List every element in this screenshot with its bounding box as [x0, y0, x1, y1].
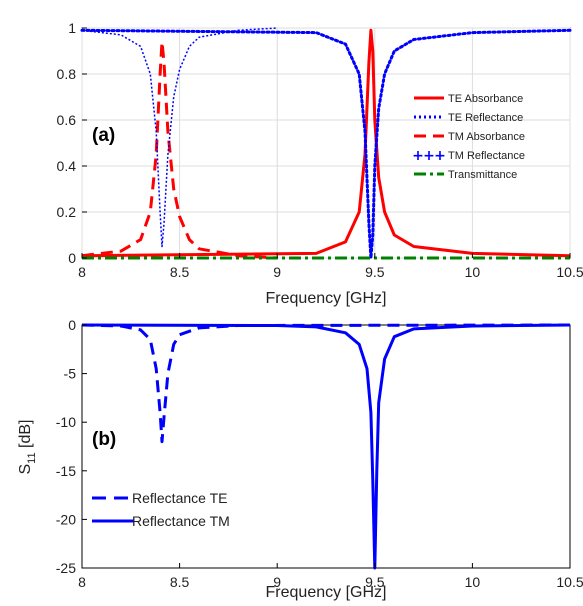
panel-b-series-line — [81, 323, 571, 444]
panel-a-xtick-label: 8.5 — [170, 264, 190, 280]
panel-b-xtick-label: 10.5 — [556, 574, 583, 590]
panel-b-xtick-label: 9.5 — [365, 574, 385, 590]
panel-b-ylabel-unit: [dB] — [17, 420, 34, 453]
panel-a-ytick-label: 1 — [68, 20, 76, 36]
panel-a-legend: TE Absorbance TE Reflectance TM Absorbance… — [412, 93, 525, 181]
panel-a-legend-swatch-marker: + — [423, 148, 435, 164]
panel-a-xtick-label: 9.5 — [365, 264, 385, 280]
panel-a-ytick-label: 0.2 — [57, 204, 77, 220]
panel-b-legend: Reflectance TE Reflectance TM — [92, 490, 230, 529]
panel-b-series — [81, 323, 571, 570]
panel-a-series-line — [80, 28, 572, 260]
panel-b-ytick-label: -15 — [56, 463, 76, 479]
panel-a-legend-label: TE Reflectance — [448, 112, 523, 124]
panel-b-ylabel-subscript: 11 — [26, 452, 38, 463]
panel-a-ytick-label: 0.8 — [57, 66, 77, 82]
panel-b-xlabel: Frequency [GHz] — [266, 584, 387, 601]
panel-a-series — [80, 27, 572, 260]
panel-a-label: (a) — [92, 125, 115, 146]
panel-b-xtick-label: 9 — [273, 574, 281, 590]
panel-b: 8 8.5 9 9.5 10 10.5 0 -5 -10 -15 -20 -25 Frequency … — [17, 317, 583, 601]
panel-a-ytick-label: 0 — [68, 250, 76, 266]
panel-b-ylabel: S11 [dB] — [17, 420, 38, 475]
panel-a-legend-swatch-marker: + — [412, 148, 424, 164]
panel-a-ytick-label: 0.6 — [57, 112, 77, 128]
panel-a-xtick-label: 10.5 — [556, 264, 583, 280]
panel-b-xtick-label: 8.5 — [170, 574, 190, 590]
panel-b-ticks: 8 8.5 9 9.5 10 10.5 0 -5 -10 -15 -20 -25 — [56, 317, 583, 590]
panel-b-xtick-label: 10 — [465, 574, 481, 590]
panel-b-legend-label: Reflectance TM — [132, 513, 230, 529]
panel-a-legend-label: TE Absorbance — [448, 93, 523, 105]
panel-b-label: (b) — [92, 429, 116, 450]
panel-b-ytick-label: -10 — [56, 414, 76, 430]
panel-b-xtick-label: 8 — [78, 574, 86, 590]
panel-b-plot-area — [81, 324, 571, 569]
panel-b-series-line — [81, 323, 571, 570]
panel-a-ytick-label: 0.4 — [57, 158, 77, 174]
panel-a-xtick-label: 8 — [78, 264, 86, 280]
panel-b-ytick-label: 0 — [68, 317, 76, 333]
panel-b-ytick-label: -20 — [56, 511, 76, 527]
panel-a-xtick-label: 9 — [273, 264, 281, 280]
panel-a-legend-swatch-marker: + — [434, 148, 446, 164]
panel-a-ticks: 8 8.5 9 9.5 10 10.5 0 0.2 0.4 0.6 0.8 1 — [57, 20, 583, 280]
panel-b-legend-label: Reflectance TE — [132, 490, 227, 506]
panel-a-legend-label: TM Absorbance — [448, 131, 525, 143]
panel-b-ytick-label: -25 — [56, 560, 76, 576]
panel-a: 8 8.5 9 9.5 10 10.5 0 0.2 0.4 0.6 0.8 1 Frequency [… — [57, 20, 583, 307]
panel-b-ytick-label: -5 — [64, 366, 77, 382]
panel-a-legend-label: Transmittance — [448, 169, 517, 181]
panel-a-plot-area — [81, 27, 571, 259]
panel-a-legend-label: TM Reflectance — [448, 150, 525, 162]
panel-a-xtick-label: 10 — [465, 264, 481, 280]
panel-a-series-line — [81, 28, 571, 258]
panel-a-series-line — [81, 27, 278, 248]
panel-a-xlabel: Frequency [GHz] — [266, 290, 387, 307]
